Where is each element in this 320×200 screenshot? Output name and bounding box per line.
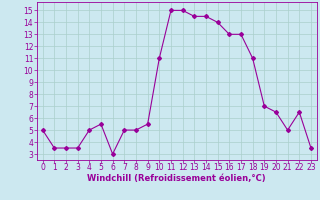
X-axis label: Windchill (Refroidissement éolien,°C): Windchill (Refroidissement éolien,°C) — [87, 174, 266, 183]
